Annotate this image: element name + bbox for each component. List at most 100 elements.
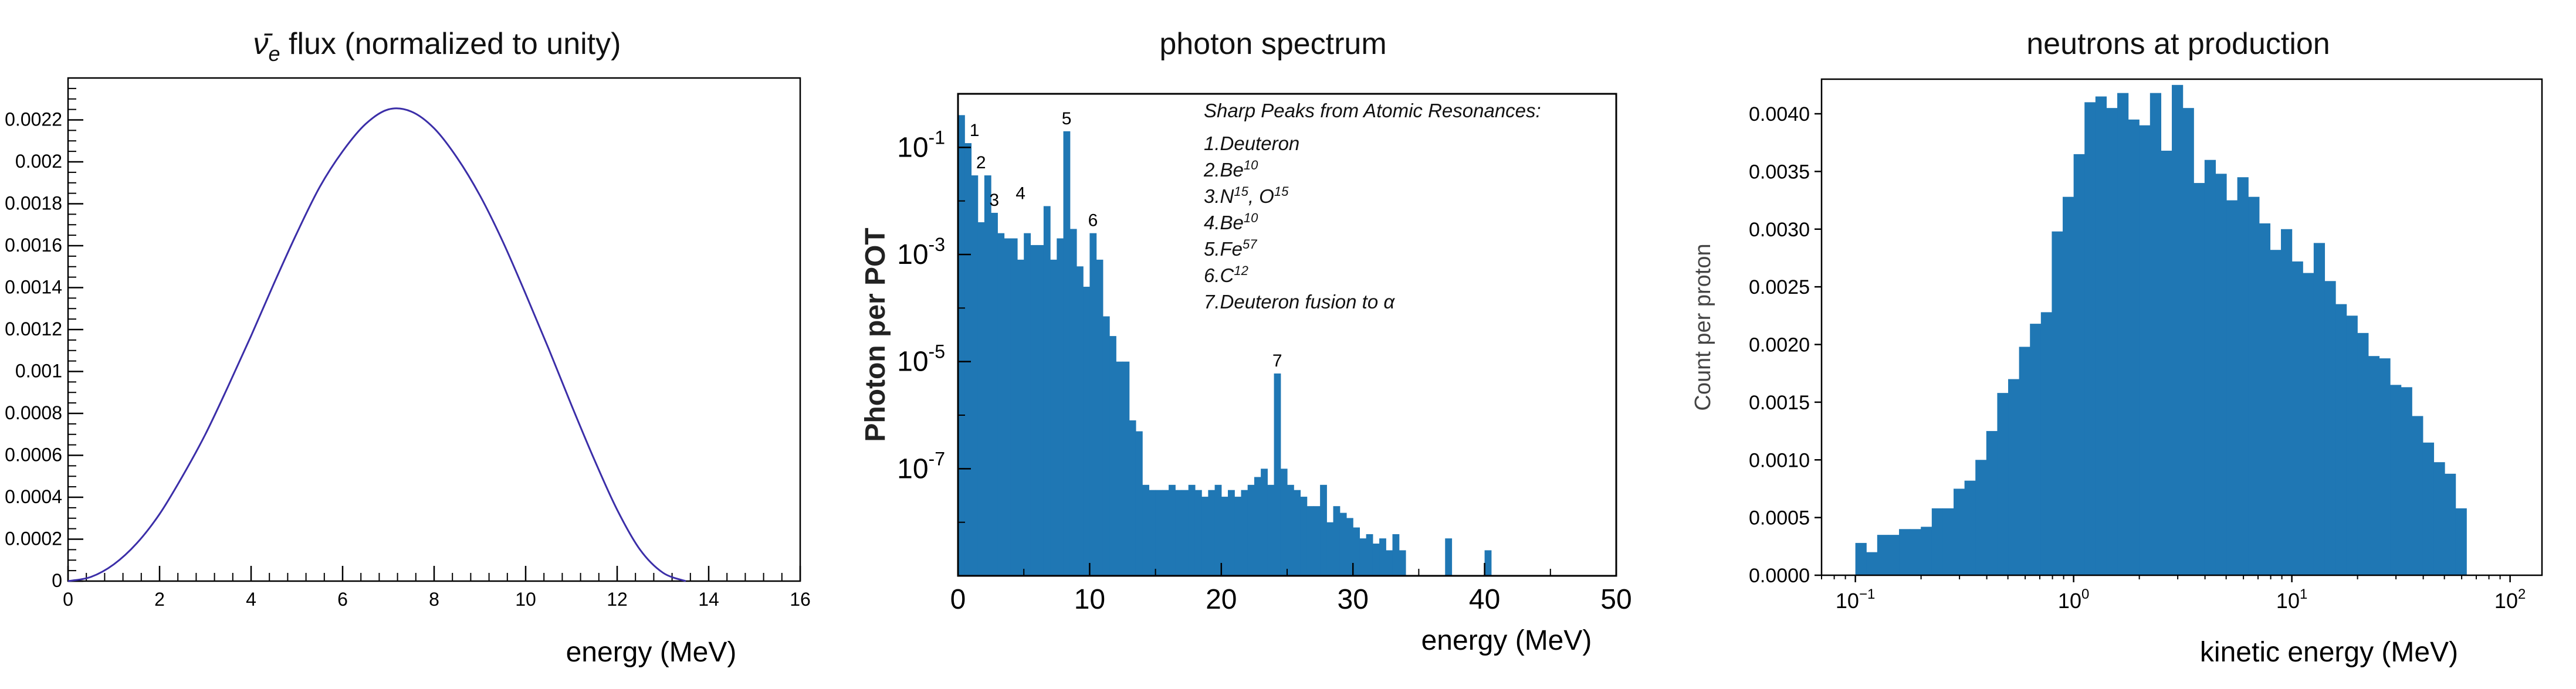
photon-histogram-bar: [1175, 490, 1183, 576]
neutron-y-axis-label: Count per proton: [1691, 243, 1715, 410]
photon-histogram-bar: [1241, 490, 1248, 576]
photon-histogram-bar: [1247, 484, 1255, 576]
neutron-histogram-bar: [2270, 250, 2281, 575]
photon-histogram-bar: [1399, 550, 1406, 576]
photon-histogram-bar: [1201, 497, 1209, 576]
neutron-histogram-bar: [2401, 387, 2412, 575]
neutron-histogram-bar: [1975, 460, 1987, 575]
neutron-histogram-bar: [2346, 315, 2358, 575]
legend-item: 1.Deuteron: [1204, 133, 1299, 154]
neutron-histogram-bar: [2303, 273, 2314, 575]
neutron-histogram-bar: [1866, 552, 1878, 575]
photon-histogram-bar: [1267, 484, 1275, 576]
neutron-histogram-bar: [2291, 261, 2303, 575]
photon-histogram-bar: [1484, 550, 1492, 576]
neutron-y-tick-label: 0.0035: [1749, 161, 1810, 183]
neutron-histogram-bar: [1997, 393, 2009, 575]
neutron-histogram-bar: [1888, 535, 1900, 575]
neutron-x-tick-label: 100: [2058, 586, 2089, 613]
photon-histogram-bar: [1274, 373, 1281, 576]
photon-histogram-bar: [1379, 538, 1386, 576]
neutron-histogram: [1855, 84, 2467, 576]
flux-y-tick-label: 0.0018: [5, 193, 62, 214]
photon-y-tick-label: 10-7: [897, 448, 945, 484]
neutron-x-ticks: 10−1 100 101 102: [1821, 575, 2526, 613]
photon-x-tick-label: 10: [1074, 584, 1105, 615]
neutron-y-tick-label: 0.0025: [1749, 276, 1810, 298]
flux-y-tick-label: 0.0004: [5, 486, 62, 507]
photon-x-tick-label: 50: [1600, 584, 1631, 615]
flux-x-tick-label: 8: [429, 589, 439, 610]
flux-x-tick-label: 16: [790, 589, 811, 610]
neutron-y-tick-label: 0.0000: [1749, 565, 1810, 587]
neutron-histogram-bar: [2019, 347, 2030, 575]
flux-y-tick-label: 0.0002: [5, 528, 62, 549]
flux-y-tick-label: 0: [52, 570, 62, 591]
photon-resonance-legend: Sharp Peaks from Atomic Resonances: 1.De…: [1203, 100, 1541, 313]
photon-histogram-bar: [1306, 506, 1314, 576]
neutron-histogram-bar: [1931, 508, 1944, 575]
neutron-histogram-bar: [2063, 196, 2074, 575]
photon-histogram-bar: [1182, 490, 1189, 576]
photon-histogram-bar: [1300, 497, 1308, 576]
flux-title-rest: flux (normalized to unity): [280, 27, 621, 61]
neutron-y-tick-label: 0.0030: [1749, 219, 1810, 241]
neutron-y-tick-label: 0.0005: [1749, 507, 1810, 530]
photon-histogram-bar: [1386, 550, 1393, 576]
photon-histogram-bar: [1353, 527, 1360, 576]
neutron-histogram-bar: [2445, 473, 2456, 575]
neutron-histogram-bar: [2128, 119, 2140, 576]
neutron-histogram-bar: [2259, 223, 2271, 575]
flux-y-tick-label: 0.001: [15, 361, 62, 382]
neutron-histogram-bar: [2161, 150, 2172, 576]
photon-histogram-bar: [1037, 245, 1044, 576]
photon-histogram-bar: [1155, 490, 1163, 576]
peak-label: 1: [970, 121, 980, 140]
neutron-histogram-bar: [2455, 508, 2467, 575]
photon-histogram: [958, 115, 1492, 576]
flux-x-tick-label: 6: [337, 589, 348, 610]
photon-histogram-bar: [971, 175, 979, 576]
neutron-y-tick-label: 0.0010: [1749, 449, 1810, 471]
photon-histogram-bar: [1135, 431, 1143, 576]
flux-x-tick-label: 0: [63, 589, 73, 610]
photon-histogram-bar: [1194, 490, 1202, 576]
photon-histogram-bar: [1228, 490, 1235, 576]
flux-x-tick-label: 12: [607, 589, 628, 610]
photon-histogram-bar: [1359, 538, 1367, 576]
neutron-histogram-bar: [1855, 542, 1867, 575]
photon-histogram-bar: [1287, 484, 1294, 576]
flux-y-tick-label: 0.0016: [5, 235, 62, 256]
photon-x-ticks: 0 10 20 30 40 50: [950, 563, 1632, 615]
photon-histogram-bar: [1326, 522, 1334, 576]
neutron-histogram-bar: [2139, 125, 2151, 575]
photon-histogram-bar: [1057, 238, 1064, 576]
neutron-histogram-bar: [2215, 174, 2227, 576]
photon-histogram-bar: [964, 143, 972, 576]
photon-histogram-bar: [1030, 245, 1038, 576]
flux-title-subscript: e: [269, 42, 280, 66]
neutron-histogram-bar: [2106, 108, 2118, 575]
flux-y-tick-label: 0.0012: [5, 318, 62, 340]
photon-histogram-bar: [1392, 534, 1400, 576]
legend-item: 5.Fe57: [1204, 237, 1257, 260]
neutron-histogram-bar: [1942, 508, 1954, 575]
neutron-histogram-bar: [1986, 431, 1998, 575]
neutron-y-tick-label: 0.0015: [1749, 392, 1810, 414]
neutron-histogram-bar: [2324, 281, 2336, 575]
neutron-histogram-bar: [2073, 154, 2085, 575]
flux-y-tick-label: 0.002: [15, 151, 62, 172]
legend-item: 4.Be10: [1204, 211, 1258, 233]
photon-histogram-bar: [1024, 233, 1031, 576]
neutron-histogram-bar: [2368, 356, 2380, 575]
photon-histogram-bar: [1083, 286, 1090, 576]
legend-item: 6.C12: [1204, 263, 1248, 286]
legend-heading: Sharp Peaks from Atomic Resonances:: [1204, 100, 1541, 121]
neutron-histogram-bar: [1899, 529, 1911, 575]
neutron-panel: neutrons at production 0.0000 0.0005 0.001…: [1691, 27, 2543, 668]
neutron-x-tick-label: 102: [2494, 586, 2526, 613]
neutron-histogram-bar: [2313, 243, 2325, 575]
legend-item: 2.Be10: [1203, 158, 1258, 181]
flux-x-ticks: 0 2 4 6 8 10 12 14 16: [63, 566, 811, 610]
